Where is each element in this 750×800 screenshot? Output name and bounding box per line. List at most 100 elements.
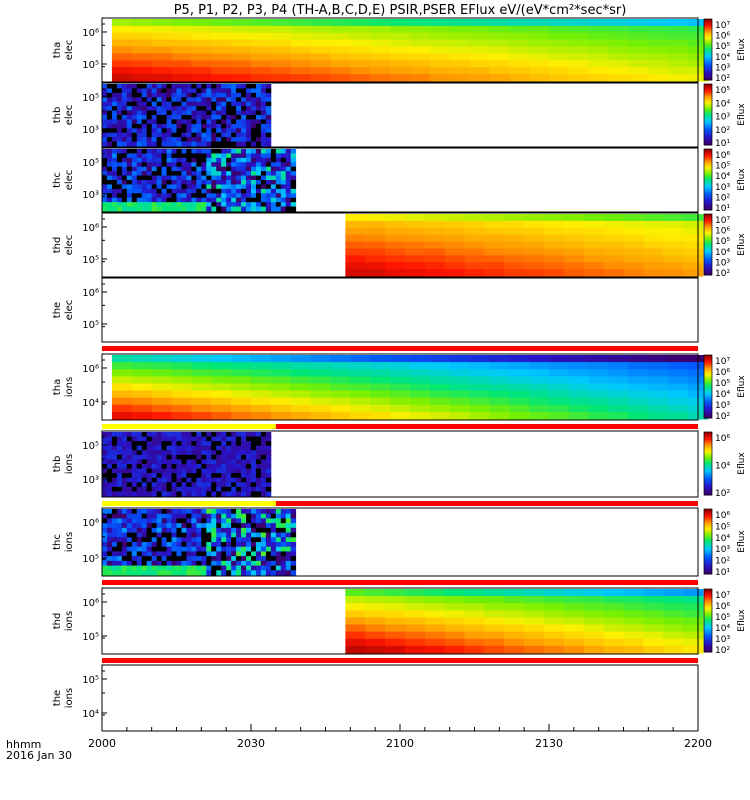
- spectrogram-cell: [131, 67, 153, 75]
- spectrogram-cell: [251, 404, 272, 413]
- spectrogram-cell: [161, 556, 167, 562]
- colorbar-frame: [703, 83, 713, 146]
- spectrogram-cell: [211, 25, 232, 34]
- spectrogram-cell: [648, 25, 669, 34]
- spectrogram-cell: [236, 115, 242, 121]
- spectrogram-cell: [429, 383, 451, 392]
- spectrogram-cell: [136, 137, 143, 143]
- panel-label: thb ions: [52, 454, 75, 474]
- spectrogram-cell: [524, 262, 545, 270]
- spectrogram-cell: [136, 509, 143, 515]
- spectrogram-cell: [111, 84, 118, 90]
- spectrogram-cell: [484, 589, 505, 597]
- spectrogram-cell: [206, 180, 212, 186]
- spectrogram-cell: [484, 603, 505, 611]
- spectrogram-cell: [186, 162, 192, 168]
- spectrogram-cell: [136, 532, 143, 538]
- spectrogram-cell: [151, 197, 158, 203]
- spectrogram-cell: [424, 241, 446, 250]
- spectrogram-cell: [161, 482, 167, 488]
- spectrogram-cell: [116, 537, 123, 543]
- spectrogram-cell: [141, 527, 148, 534]
- spectrogram-cell: [544, 596, 565, 604]
- spectrogram-cell: [136, 88, 143, 94]
- spectrogram-cell: [216, 491, 222, 497]
- spectrogram-cell: [260, 570, 267, 576]
- spectrogram-cell: [151, 175, 158, 181]
- spectrogram-cell: [270, 355, 292, 363]
- spectrogram-cell: [260, 551, 267, 557]
- spectrogram-cell: [231, 432, 237, 438]
- spectrogram-cell: [146, 441, 153, 447]
- colorbar-segment: [704, 23, 712, 26]
- colorbar-segment: [704, 358, 712, 361]
- spectrogram-cell: [211, 101, 217, 107]
- spectrogram-cell: [201, 542, 207, 548]
- colorbar-segment: [704, 32, 712, 35]
- colorbar-segment: [704, 206, 712, 209]
- spectrogram-cell: [444, 227, 465, 236]
- spectrogram-cell: [236, 119, 242, 125]
- spectrogram-cell: [226, 197, 232, 203]
- spectrogram-cell: [201, 197, 207, 203]
- spectrogram-cell: [211, 486, 217, 493]
- colorbar-segment: [704, 476, 712, 479]
- spectrogram-cell: [141, 556, 148, 562]
- spectrogram-cell: [504, 624, 525, 633]
- spectrogram-cell: [231, 149, 237, 155]
- spectrogram-cell: [265, 537, 272, 543]
- spectrogram-cell: [211, 376, 232, 385]
- spectrogram-cell: [504, 589, 525, 597]
- spectrogram-cell: [131, 60, 153, 68]
- spectrogram-cell: [216, 537, 222, 543]
- spectrogram-cell: [509, 411, 530, 420]
- spectrogram-cell: [255, 486, 262, 493]
- colorbar-segment: [704, 629, 712, 633]
- spectrogram-cell: [409, 376, 431, 385]
- spectrogram-cell: [241, 101, 247, 107]
- spectrogram-cell: [270, 175, 277, 181]
- spectrogram-cell: [116, 119, 123, 125]
- colorbar-segment: [704, 628, 712, 631]
- spectrogram-cell: [385, 617, 406, 626]
- spectrogram-cell: [102, 84, 108, 90]
- spectrogram-cell: [171, 527, 177, 534]
- spectrogram-cell: [260, 441, 267, 447]
- spectrogram-cell: [663, 617, 684, 626]
- spectrogram-cell: [146, 513, 153, 520]
- spectrogram-cell: [141, 570, 148, 576]
- spectrogram-cell: [206, 175, 212, 181]
- spectrogram-cell: [181, 132, 187, 138]
- spectrogram-cell: [260, 518, 267, 524]
- colorbar-segment: [704, 208, 712, 211]
- spectrogram-cell: [231, 486, 237, 493]
- spectrogram-cell: [424, 596, 446, 604]
- spectrogram-cell: [186, 523, 192, 529]
- spectrogram-cell: [280, 149, 287, 155]
- spectrogram-cell: [121, 115, 128, 121]
- colorbar-tick-label: 10¹: [715, 568, 730, 578]
- spectrogram-cell: [136, 523, 143, 529]
- spectrogram-cell: [663, 603, 684, 611]
- spectrogram-cell: [683, 603, 704, 611]
- spectrogram-cell: [151, 106, 158, 112]
- spectrogram-cell: [166, 110, 172, 116]
- spectrogram-cell: [623, 631, 644, 640]
- spectrogram-cell: [603, 603, 624, 611]
- spectrogram-cell: [221, 468, 227, 474]
- spectrogram-cell: [106, 450, 113, 456]
- spectrogram-cell: [206, 546, 212, 553]
- spectrogram-cell: [116, 175, 123, 181]
- spectrogram-cell: [648, 74, 669, 82]
- spectrogram-cell: [409, 390, 431, 399]
- spectrogram-cell: [211, 67, 232, 75]
- colorbar-segment: [704, 518, 712, 521]
- spectrogram-cell: [146, 106, 153, 112]
- spectrogram-cell: [221, 149, 227, 155]
- spectrogram-cell: [265, 84, 272, 90]
- spectrogram-cell: [176, 110, 182, 116]
- spectrogram-cell: [583, 220, 605, 229]
- spectrogram-cell: [191, 486, 197, 493]
- spectrogram-cell: [404, 638, 426, 647]
- spectrogram-cell: [176, 197, 182, 203]
